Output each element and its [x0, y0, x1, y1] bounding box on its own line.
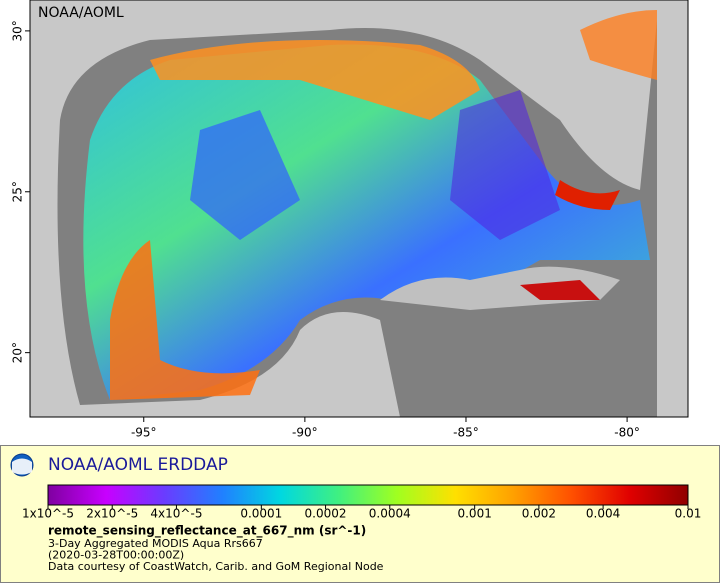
- x-tick-label: -90°: [292, 426, 318, 440]
- legend-line: Data courtesy of CoastWatch, Carib. and …: [48, 560, 384, 573]
- coastal-high: [580, 10, 657, 80]
- colorbar: [47, 484, 689, 506]
- coastal-high: [555, 180, 620, 210]
- colorbar-tick-label: 1x10^-5: [22, 507, 74, 521]
- variable-name: remote_sensing_reflectance_at_667_nm (sr…: [48, 524, 366, 539]
- colorbar-tick-label: 4x10^-5: [150, 507, 202, 521]
- coastal-high: [520, 280, 600, 300]
- y-tick-label: 25°: [11, 181, 25, 202]
- coastal-high: [150, 40, 480, 120]
- map-frame: [29, 0, 689, 418]
- colorbar-tick-label: 2x10^-5: [86, 507, 138, 521]
- colorbar-tick-label: 0.004: [586, 507, 620, 521]
- colorbar-tick-label: 0.002: [522, 507, 556, 521]
- colorbar-tick-label: 0.0004: [369, 507, 411, 521]
- colorbar-tick-label: 0.01: [675, 507, 702, 521]
- noaa-logo-bird: [12, 458, 32, 475]
- legend-line: (2020-03-28T00:00:00Z): [48, 549, 184, 562]
- coastal-high: [110, 240, 260, 400]
- x-tick-label: -85°: [453, 426, 479, 440]
- legend-line: 3-Day Aggregated MODIS Aqua Rrs667: [48, 537, 263, 550]
- y-tick-label: 20°: [11, 342, 25, 363]
- legend-panel: [0, 445, 720, 583]
- colorbar-tick-label: 0.001: [457, 507, 491, 521]
- patch: [190, 110, 300, 240]
- legend-title: NOAA/AOML ERDDAP: [48, 455, 228, 475]
- map: NOAA/AOML: [29, 0, 689, 418]
- colorbar-tick-label: 0.0002: [305, 507, 347, 521]
- patch: [450, 90, 560, 240]
- x-tick-label: -95°: [131, 426, 157, 440]
- colorbar-tick-label: 0.0001: [240, 507, 282, 521]
- watermark: NOAA/AOML: [38, 5, 124, 21]
- x-tick-label: -80°: [614, 426, 640, 440]
- y-tick-label: 30°: [11, 20, 25, 41]
